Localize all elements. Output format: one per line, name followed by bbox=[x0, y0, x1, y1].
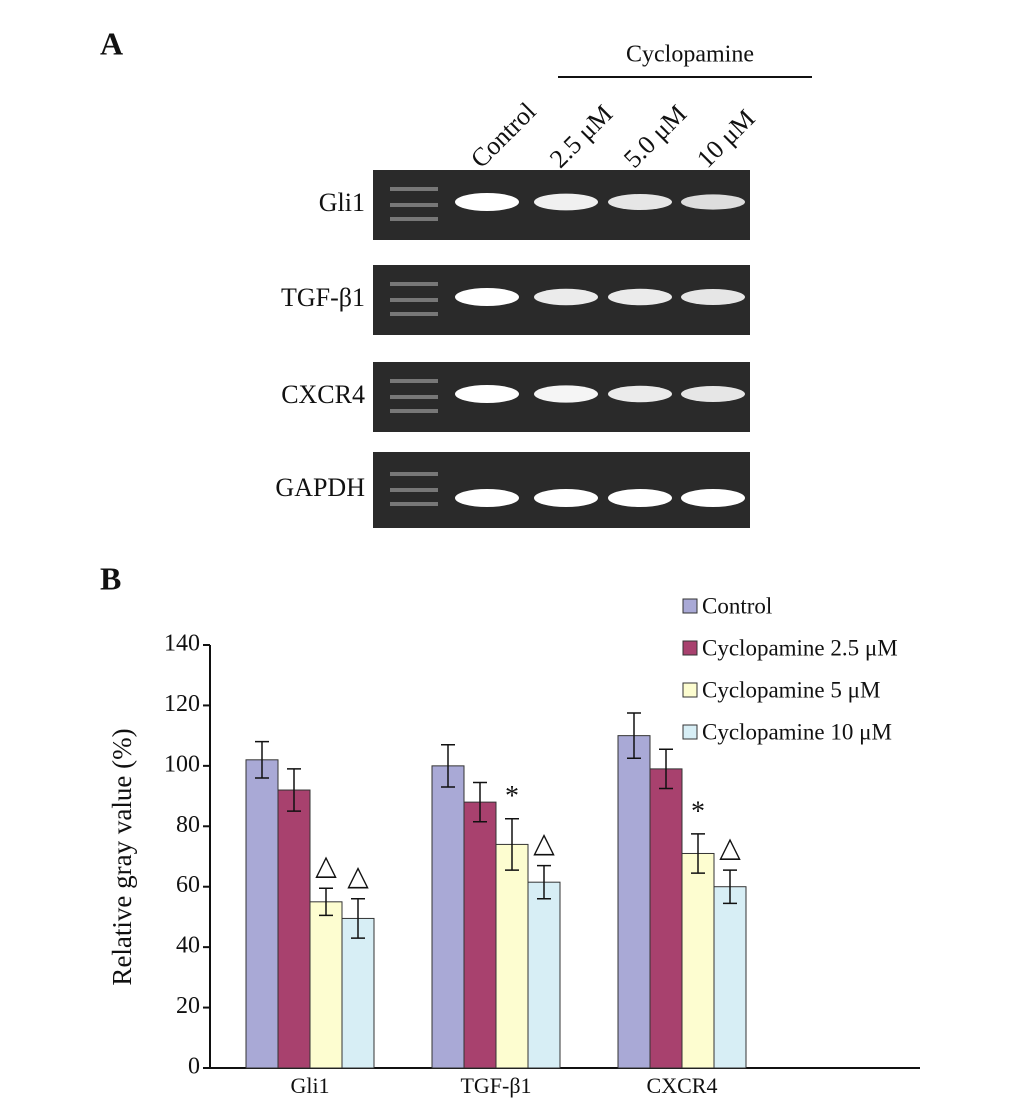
error-bar bbox=[287, 768, 301, 812]
y-tick-label: 140 bbox=[164, 631, 200, 657]
significance-mark: * bbox=[691, 796, 705, 827]
y-axis-label: Relative gray value (%) bbox=[107, 728, 137, 985]
ladder-band bbox=[390, 217, 438, 221]
significance-mark: * bbox=[505, 781, 519, 812]
error-bar bbox=[659, 748, 673, 790]
y-tick-label: 80 bbox=[176, 812, 200, 838]
lane-label: 5.0 μM bbox=[618, 99, 692, 173]
ladder-band bbox=[390, 472, 438, 476]
error-bar bbox=[441, 743, 455, 788]
legend-label: Control bbox=[702, 593, 772, 618]
band bbox=[608, 288, 672, 306]
lane-label: 2.5 μM bbox=[544, 99, 618, 173]
band bbox=[534, 489, 598, 507]
panel-label: A bbox=[100, 25, 123, 61]
lane-label: 10 μM bbox=[691, 104, 761, 174]
band bbox=[455, 489, 519, 507]
bar bbox=[649, 768, 683, 1069]
significance-mark: △ bbox=[347, 861, 369, 892]
band bbox=[681, 194, 745, 210]
bar bbox=[431, 765, 465, 1069]
legend-label: Cyclopamine 2.5 μM bbox=[702, 635, 898, 660]
ladder-band bbox=[390, 187, 438, 191]
bar bbox=[309, 901, 343, 1069]
legend-label: Cyclopamine 10 μM bbox=[702, 719, 892, 744]
gene-label: GAPDH bbox=[275, 473, 365, 502]
gene-label: TGF-β1 bbox=[281, 283, 365, 312]
legend-label: Cyclopamine 5 μM bbox=[702, 677, 880, 702]
bar bbox=[527, 881, 561, 1069]
bar bbox=[463, 801, 497, 1069]
bar bbox=[617, 735, 651, 1069]
band bbox=[455, 193, 519, 211]
y-tick-label: 100 bbox=[164, 751, 200, 777]
bar bbox=[341, 917, 375, 1069]
ladder-band bbox=[390, 379, 438, 383]
band bbox=[681, 289, 745, 305]
y-tick-label: 0 bbox=[188, 1054, 200, 1080]
ladder-band bbox=[390, 282, 438, 286]
band bbox=[608, 194, 672, 210]
ladder-band bbox=[390, 409, 438, 413]
band bbox=[455, 288, 519, 306]
error-bar bbox=[319, 887, 333, 917]
treatment-label: Cyclopamine bbox=[626, 42, 754, 68]
panel-label: B bbox=[100, 560, 121, 596]
error-bar bbox=[505, 817, 519, 871]
legend-swatch bbox=[682, 640, 698, 656]
bar bbox=[681, 852, 715, 1069]
band bbox=[534, 385, 598, 403]
significance-mark: △ bbox=[719, 833, 741, 864]
band bbox=[534, 193, 598, 211]
error-bar bbox=[473, 781, 487, 823]
significance-mark: △ bbox=[315, 851, 337, 882]
band bbox=[608, 489, 672, 507]
legend-swatch bbox=[682, 598, 698, 614]
bar bbox=[713, 886, 747, 1069]
ladder-band bbox=[390, 312, 438, 316]
y-tick-label: 20 bbox=[176, 993, 200, 1019]
band bbox=[681, 489, 745, 507]
ladder-band bbox=[390, 298, 438, 302]
band bbox=[534, 288, 598, 306]
bar bbox=[495, 843, 529, 1069]
x-tick-label: Gli1 bbox=[290, 1073, 329, 1098]
ladder-band bbox=[390, 395, 438, 399]
ladder-band bbox=[390, 203, 438, 207]
y-tick-label: 120 bbox=[164, 691, 200, 717]
legend-swatch bbox=[682, 682, 698, 698]
gene-label: Gli1 bbox=[319, 188, 365, 217]
x-tick-label: TGF-β1 bbox=[460, 1073, 531, 1098]
ladder-band bbox=[390, 488, 438, 492]
band bbox=[608, 385, 672, 403]
y-tick-label: 40 bbox=[176, 933, 200, 959]
error-bar bbox=[723, 869, 737, 905]
band bbox=[455, 385, 519, 403]
lane-label: Control bbox=[465, 97, 542, 174]
ladder-band bbox=[390, 502, 438, 506]
bar bbox=[245, 759, 279, 1069]
error-bar bbox=[691, 833, 705, 874]
bar bbox=[277, 789, 311, 1069]
significance-mark: △ bbox=[533, 828, 555, 859]
error-bar bbox=[537, 864, 551, 900]
gene-label: CXCR4 bbox=[281, 380, 365, 409]
y-tick-label: 60 bbox=[176, 872, 200, 898]
x-tick-label: CXCR4 bbox=[647, 1073, 718, 1098]
error-bar bbox=[255, 740, 269, 779]
legend-swatch bbox=[682, 724, 698, 740]
error-bar bbox=[627, 712, 641, 760]
error-bar bbox=[351, 898, 365, 939]
band bbox=[681, 386, 745, 402]
